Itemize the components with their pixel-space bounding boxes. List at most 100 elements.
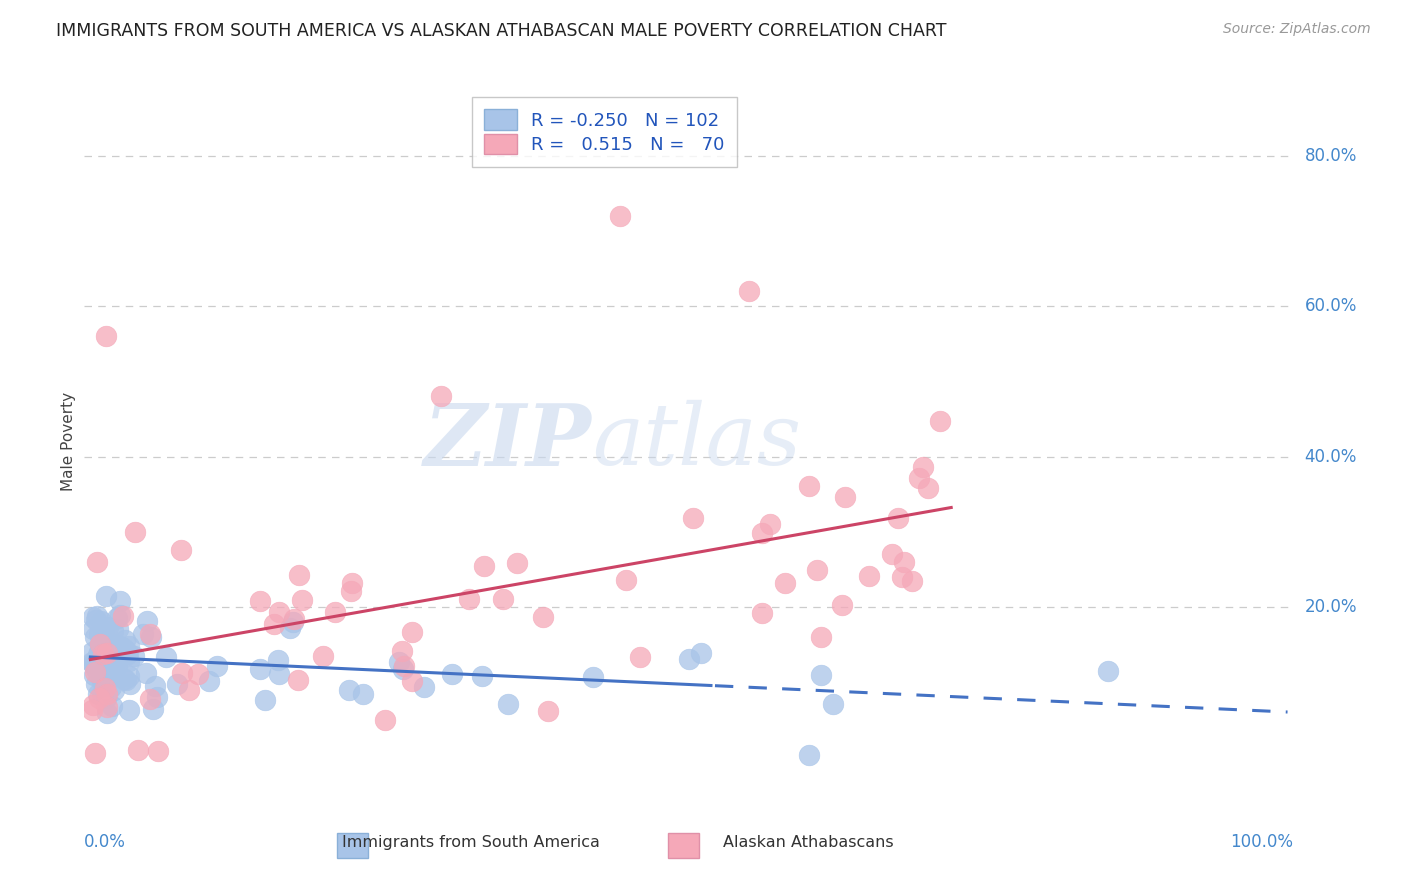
- Point: [104, 654, 127, 668]
- Point: [911, 460, 934, 475]
- Point: [124, 524, 146, 539]
- Point: [267, 666, 290, 681]
- Point: [84, 665, 107, 679]
- Point: [103, 683, 125, 698]
- Point: [582, 670, 605, 684]
- Point: [287, 673, 309, 688]
- Point: [114, 642, 136, 657]
- Point: [1097, 665, 1119, 679]
- Point: [136, 614, 159, 628]
- Legend: R = -0.250   N = 102, R =   0.515   N =   70: R = -0.250 N = 102, R = 0.515 N = 70: [471, 96, 737, 167]
- Point: [391, 643, 413, 657]
- Point: [288, 568, 311, 582]
- Point: [80, 656, 103, 670]
- Point: [89, 690, 111, 705]
- Point: [96, 647, 118, 661]
- Point: [139, 691, 162, 706]
- Point: [758, 517, 780, 532]
- Point: [283, 612, 305, 626]
- Point: [139, 631, 162, 645]
- Text: 60.0%: 60.0%: [1305, 297, 1357, 315]
- Point: [887, 511, 910, 525]
- Point: [96, 640, 118, 655]
- Text: Source: ZipAtlas.com: Source: ZipAtlas.com: [1223, 22, 1371, 37]
- Point: [91, 641, 114, 656]
- Point: [115, 673, 138, 687]
- Point: [82, 657, 104, 671]
- Point: [117, 646, 139, 660]
- Point: [90, 669, 112, 683]
- Point: [86, 608, 108, 623]
- Point: [413, 680, 436, 694]
- Point: [94, 681, 117, 695]
- Point: [831, 598, 853, 612]
- Point: [97, 620, 120, 634]
- Point: [738, 284, 761, 298]
- Point: [107, 623, 129, 637]
- Y-axis label: Male Poverty: Male Poverty: [60, 392, 76, 491]
- Point: [146, 690, 169, 704]
- Point: [142, 702, 165, 716]
- Point: [83, 655, 105, 669]
- Point: [84, 746, 107, 760]
- Point: [96, 641, 118, 656]
- Point: [682, 511, 704, 525]
- Point: [907, 471, 929, 485]
- Point: [291, 593, 314, 607]
- Point: [374, 713, 396, 727]
- Point: [91, 674, 114, 689]
- Point: [96, 687, 118, 701]
- Text: IMMIGRANTS FROM SOUTH AMERICA VS ALASKAN ATHABASCAN MALE POVERTY CORRELATION CHA: IMMIGRANTS FROM SOUTH AMERICA VS ALASKAN…: [56, 22, 946, 40]
- Point: [105, 658, 128, 673]
- Point: [108, 607, 131, 622]
- Point: [917, 481, 939, 495]
- Point: [91, 624, 114, 639]
- Point: [166, 677, 188, 691]
- Point: [249, 594, 271, 608]
- Point: [89, 637, 111, 651]
- Text: 100.0%: 100.0%: [1230, 833, 1294, 851]
- Point: [96, 656, 118, 670]
- Point: [496, 698, 519, 712]
- Text: Immigrants from South America: Immigrants from South America: [342, 836, 600, 850]
- Text: atlas: atlas: [592, 401, 801, 483]
- Point: [112, 609, 135, 624]
- Point: [269, 605, 291, 619]
- Point: [82, 645, 104, 659]
- Point: [127, 743, 149, 757]
- Point: [267, 653, 290, 667]
- Point: [893, 555, 915, 569]
- Point: [678, 652, 700, 666]
- Point: [797, 748, 820, 763]
- Point: [96, 653, 118, 667]
- Text: 80.0%: 80.0%: [1305, 146, 1357, 164]
- Point: [118, 668, 141, 682]
- Point: [430, 389, 453, 403]
- Point: [87, 648, 110, 663]
- Point: [890, 570, 912, 584]
- Point: [312, 649, 335, 664]
- Point: [472, 558, 495, 573]
- Point: [690, 646, 713, 660]
- Text: 40.0%: 40.0%: [1305, 448, 1357, 466]
- Point: [103, 665, 125, 679]
- Point: [90, 687, 112, 701]
- Point: [394, 659, 416, 673]
- Point: [751, 526, 773, 541]
- Point: [94, 329, 117, 343]
- Point: [205, 659, 228, 673]
- Point: [107, 650, 129, 665]
- Point: [340, 575, 363, 590]
- Point: [90, 670, 112, 684]
- Point: [531, 610, 554, 624]
- Point: [858, 568, 880, 582]
- Point: [101, 624, 124, 638]
- Point: [82, 609, 104, 624]
- Point: [84, 630, 107, 644]
- Point: [91, 648, 114, 662]
- Point: [98, 660, 121, 674]
- Point: [118, 655, 141, 669]
- Point: [155, 650, 177, 665]
- Point: [104, 639, 127, 653]
- Point: [834, 490, 856, 504]
